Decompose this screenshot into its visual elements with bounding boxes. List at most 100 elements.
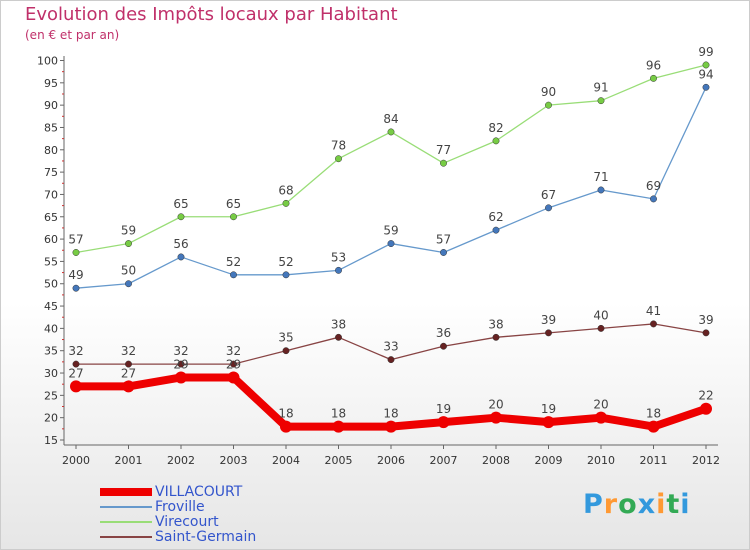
data-point-froville xyxy=(545,204,552,212)
legend-label: Saint-Germain xyxy=(155,529,257,545)
data-label-virecourt: 82 xyxy=(488,121,503,135)
data-point-virecourt xyxy=(177,213,185,221)
data-label-froville: 67 xyxy=(541,188,556,202)
data-point-saint-germain xyxy=(177,360,185,368)
data-point-villacourt xyxy=(227,371,240,384)
data-label-saint-germain: 39 xyxy=(698,313,713,327)
x-tick-label: 2010 xyxy=(587,454,615,467)
data-point-virecourt xyxy=(492,137,500,145)
data-point-froville xyxy=(650,195,657,203)
data-label-villacourt: 18 xyxy=(331,407,346,421)
logo-letter: r xyxy=(603,489,619,520)
data-point-villacourt xyxy=(385,420,397,433)
data-label-virecourt: 84 xyxy=(383,112,398,126)
legend-swatch xyxy=(100,488,152,496)
logo-letter: P xyxy=(583,489,604,520)
data-label-froville: 52 xyxy=(278,255,293,269)
data-point-virecourt xyxy=(125,240,132,248)
data-label-villacourt: 20 xyxy=(593,398,608,412)
x-tick-label: 2002 xyxy=(167,454,195,467)
data-label-froville: 59 xyxy=(383,224,398,238)
y-tick-label: 15 xyxy=(44,434,58,447)
data-point-virecourt xyxy=(72,249,80,256)
legend-swatch xyxy=(100,536,152,538)
y-tick-label: 45 xyxy=(44,300,58,313)
data-point-froville xyxy=(230,271,237,279)
proxiti-logo: Proxiti xyxy=(583,489,691,520)
y-tick-label: 75 xyxy=(44,166,58,179)
series-layer xyxy=(70,61,712,433)
x-tick-label: 2004 xyxy=(272,454,300,467)
data-point-villacourt xyxy=(437,416,450,429)
data-label-villacourt: 29 xyxy=(173,357,188,371)
data-point-saint-germain xyxy=(125,360,132,368)
data-point-froville xyxy=(72,284,80,292)
data-point-saint-germain xyxy=(72,360,80,368)
data-point-froville xyxy=(335,266,342,274)
data-label-villacourt: 27 xyxy=(68,366,83,380)
x-tick-label: 2011 xyxy=(640,454,668,467)
logo-letter: i xyxy=(680,489,691,520)
data-point-virecourt xyxy=(597,97,605,105)
chart-subtitle: (en € et par an) xyxy=(25,28,120,42)
data-label-saint-germain: 38 xyxy=(331,317,346,331)
data-point-saint-germain xyxy=(387,356,395,364)
data-label-virecourt: 77 xyxy=(436,143,451,157)
data-point-froville xyxy=(702,83,710,91)
x-tick-label: 2007 xyxy=(430,454,458,467)
data-point-virecourt xyxy=(702,61,710,69)
data-point-saint-germain xyxy=(282,347,290,355)
data-label-saint-germain: 35 xyxy=(278,331,293,345)
data-point-saint-germain xyxy=(492,333,500,341)
data-point-villacourt xyxy=(490,411,502,424)
data-point-froville xyxy=(440,249,447,256)
y-tick-label: 90 xyxy=(44,99,58,112)
data-label-villacourt: 18 xyxy=(278,407,293,421)
data-point-virecourt xyxy=(440,159,447,167)
data-label-virecourt: 90 xyxy=(541,85,556,99)
y-tick-label: 100 xyxy=(37,55,58,68)
legend-label: Virecourt xyxy=(155,514,219,530)
value-labels-layer: 49 50 56 52 52 53 59 57 62 67 71 69 94 57 59 65 65 68 78 84… xyxy=(68,45,713,421)
data-label-saint-germain: 38 xyxy=(488,317,503,331)
legend-swatch xyxy=(100,506,152,508)
logo-letter: i xyxy=(656,489,667,520)
y-tick-label: 25 xyxy=(44,389,58,402)
y-tick-label: 50 xyxy=(44,278,58,291)
data-point-froville xyxy=(387,240,395,248)
y-tick-label: 20 xyxy=(44,412,58,425)
data-label-virecourt: 96 xyxy=(646,58,661,72)
data-label-saint-germain: 40 xyxy=(593,308,608,322)
x-tick-label: 2006 xyxy=(377,454,405,467)
data-label-villacourt: 19 xyxy=(541,402,556,416)
data-point-saint-germain xyxy=(650,320,657,328)
data-point-villacourt xyxy=(700,402,712,415)
data-point-villacourt xyxy=(122,380,135,393)
data-point-froville xyxy=(492,226,500,234)
legend-swatch xyxy=(100,521,152,523)
data-point-virecourt xyxy=(335,155,342,163)
x-tick-label: 2005 xyxy=(325,454,353,467)
data-label-virecourt: 78 xyxy=(331,139,346,153)
y-tick-label: 40 xyxy=(44,322,58,335)
x-tick-label: 2009 xyxy=(535,454,563,467)
data-point-villacourt xyxy=(175,371,187,384)
data-point-froville xyxy=(597,186,605,194)
data-label-saint-germain: 32 xyxy=(226,344,241,358)
data-label-virecourt: 99 xyxy=(698,45,713,59)
data-point-virecourt xyxy=(545,101,552,109)
data-point-villacourt xyxy=(595,411,607,424)
data-label-villacourt: 19 xyxy=(436,402,451,416)
data-label-froville: 69 xyxy=(646,179,661,193)
chart-axes: 15 20 25 30 35 40 45 50 55 60 65 70 75 80 85 90 95 100 200… xyxy=(37,55,720,468)
logo-letter: o xyxy=(618,489,638,520)
data-point-froville xyxy=(177,253,185,261)
data-label-villacourt: 18 xyxy=(383,407,398,421)
data-label-virecourt: 68 xyxy=(278,183,293,197)
y-tick-label: 95 xyxy=(44,77,58,90)
data-label-virecourt: 65 xyxy=(226,197,241,211)
data-point-froville xyxy=(282,271,290,279)
data-point-villacourt xyxy=(280,420,292,433)
data-point-saint-germain xyxy=(440,342,447,350)
data-point-saint-germain xyxy=(702,329,710,337)
